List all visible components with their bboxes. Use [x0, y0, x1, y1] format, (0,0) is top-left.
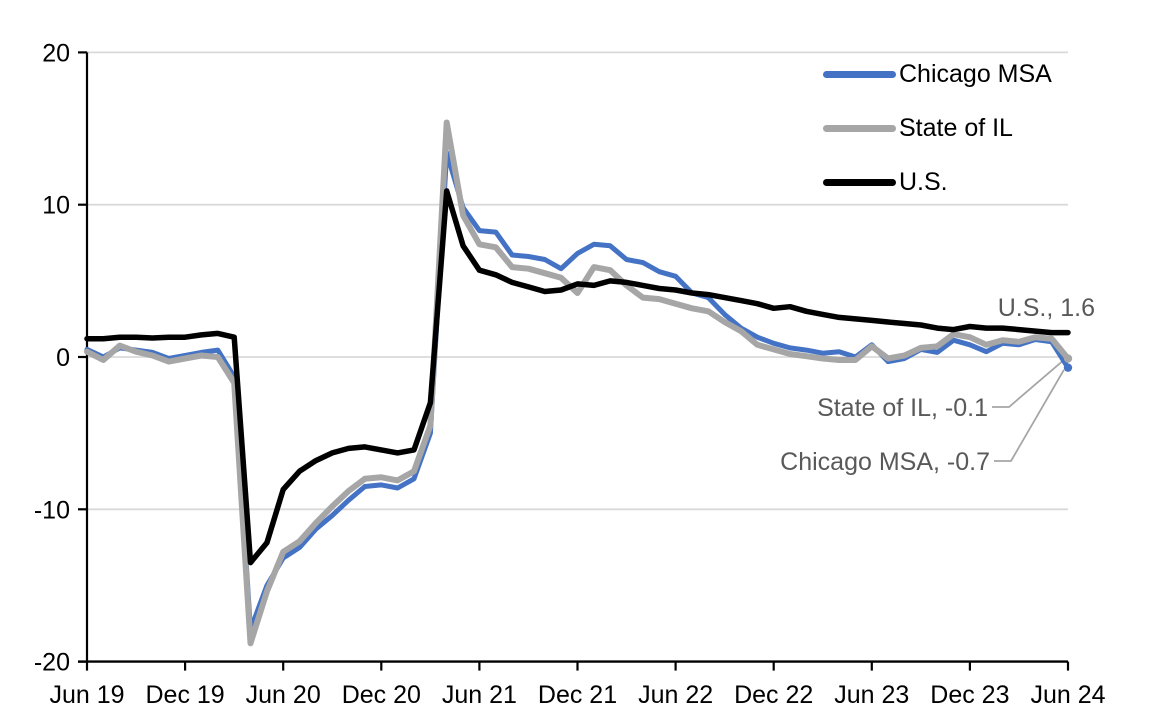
x-tick-label: Jun 19 — [49, 681, 124, 709]
legend-label-us: U.S. — [899, 168, 948, 196]
y-tick-label: 20 — [42, 39, 70, 67]
leader-line-state-of-il — [992, 360, 1063, 408]
legend-swatch-us — [823, 178, 896, 186]
endpoint-marker-chicago-msa — [1063, 363, 1073, 372]
legend-item-us: U.S. — [823, 168, 1052, 196]
x-tick-label: Dec 21 — [538, 681, 617, 709]
x-tick-label: Dec 20 — [342, 681, 421, 709]
x-tick-label: Jun 20 — [246, 681, 321, 709]
x-tick-label: Dec 23 — [930, 681, 1009, 709]
legend-item-chicago-msa: Chicago MSA — [823, 60, 1052, 88]
y-tick-label: -10 — [34, 496, 70, 524]
legend-item-state-of-il: State of IL — [823, 114, 1052, 142]
x-tick-label: Jun 22 — [638, 681, 713, 709]
series-line-state-of-il — [84, 119, 1071, 647]
x-tick-label: Jun 21 — [442, 681, 517, 709]
legend-swatch-chicago-msa — [823, 70, 896, 78]
x-tick-label: Jun 23 — [834, 681, 909, 709]
legend: Chicago MSA State of IL U.S. — [823, 60, 1052, 222]
x-tick-label: Jun 24 — [1030, 681, 1105, 709]
legend-label-chicago-msa: Chicago MSA — [899, 60, 1052, 88]
x-tick-label: Dec 19 — [145, 681, 224, 709]
legend-label-state-of-il: State of IL — [899, 114, 1013, 142]
y-tick-label: 0 — [56, 344, 70, 372]
series-line-u-s — [84, 188, 1071, 566]
x-tick-label: Dec 22 — [734, 681, 813, 709]
annotation-us: U.S., 1.6 — [997, 294, 1095, 322]
endpoint-marker-state-of-il — [1063, 354, 1073, 363]
legend-swatch-state-of-il — [823, 124, 896, 132]
leader-line-chicago-msa — [994, 369, 1065, 462]
y-tick-label: 10 — [42, 192, 70, 220]
annotation-state-of-il: State of IL, -0.1 — [817, 394, 988, 422]
y-tick-label: -20 — [34, 649, 70, 677]
annotation-chicago-msa: Chicago MSA, -0.7 — [780, 448, 990, 476]
